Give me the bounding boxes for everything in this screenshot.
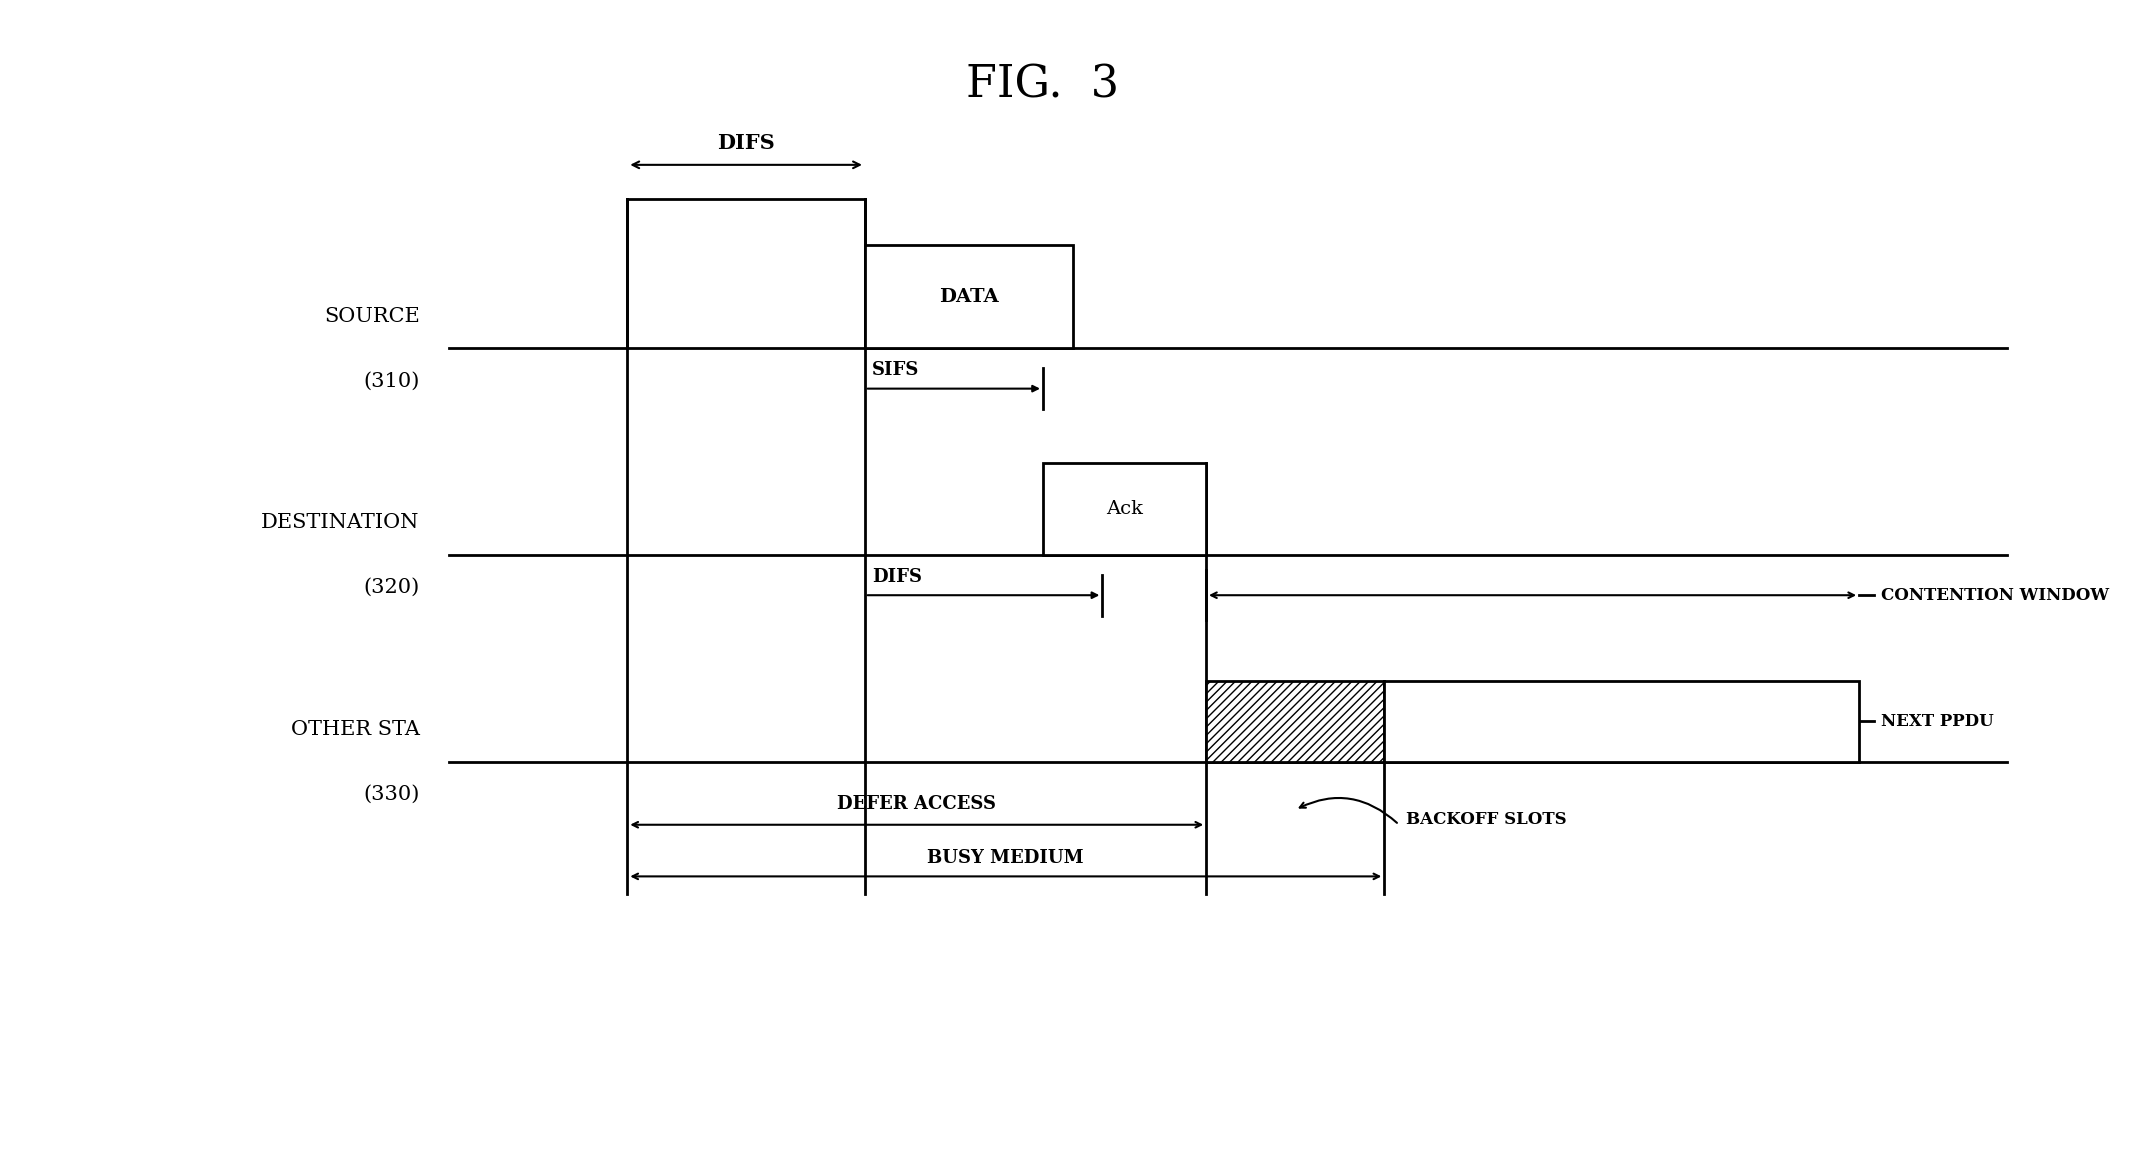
Text: NEXT PPDU: NEXT PPDU: [1882, 713, 1994, 729]
Text: BUSY MEDIUM: BUSY MEDIUM: [928, 850, 1085, 867]
Text: BACKOFF SLOTS: BACKOFF SLOTS: [1406, 810, 1567, 828]
Text: DIFS: DIFS: [872, 568, 921, 586]
Text: (330): (330): [364, 785, 420, 803]
Text: DATA: DATA: [939, 288, 999, 306]
Text: DEFER ACCESS: DEFER ACCESS: [838, 795, 997, 814]
Text: (310): (310): [364, 371, 420, 391]
Text: OTHER STA: OTHER STA: [291, 720, 420, 739]
Text: SOURCE: SOURCE: [323, 306, 420, 326]
Text: FIG.  3: FIG. 3: [967, 62, 1120, 106]
Bar: [1206, 681, 1384, 762]
Text: CONTENTION WINDOW: CONTENTION WINDOW: [1882, 587, 2110, 603]
Text: DESTINATION: DESTINATION: [261, 513, 420, 532]
Text: Ack: Ack: [1107, 501, 1143, 518]
Bar: [1042, 464, 1206, 555]
Text: (320): (320): [364, 578, 420, 596]
Text: SIFS: SIFS: [872, 362, 919, 379]
Bar: [1384, 681, 1858, 762]
Bar: [866, 245, 1072, 348]
Text: DIFS: DIFS: [717, 133, 775, 154]
